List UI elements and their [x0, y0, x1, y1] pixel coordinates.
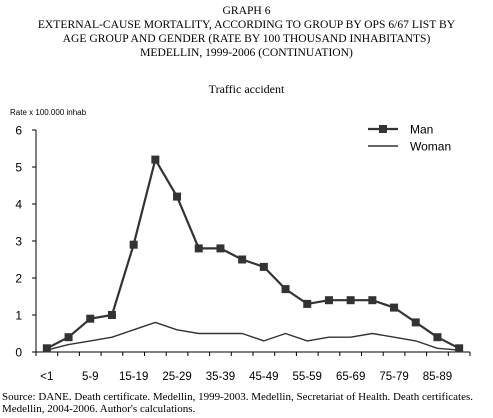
chart-title-line-3: MEDELLIN, 1999-2006 (CONTINUATION) — [140, 46, 353, 59]
x-axis-ticks: <1 5-9 15-19 25-29 35-39 45-49 55-59 65-69 75-79… — [35, 352, 471, 383]
data-point-man — [455, 344, 464, 353]
data-point-man — [129, 240, 138, 249]
x-tick-label: 85-89 — [423, 371, 452, 383]
data-point-man — [64, 333, 73, 342]
legend-marker-man — [379, 125, 387, 133]
data-point-man — [346, 296, 355, 305]
data-point-man — [216, 244, 225, 253]
data-point-man — [433, 333, 442, 342]
x-tick-label: 75-79 — [379, 371, 408, 383]
data-point-man — [151, 155, 160, 164]
y-axis-label: Rate x 100.000 inhab — [10, 108, 87, 117]
data-point-man — [368, 296, 377, 305]
data-point-man — [281, 285, 290, 294]
x-tick-label: 55-59 — [293, 371, 322, 383]
data-point-man — [86, 314, 95, 323]
series-line-woman — [46, 321, 460, 351]
data-point-man — [173, 192, 182, 201]
y-tick-label: 0 — [15, 346, 22, 360]
data-point-man — [324, 296, 333, 305]
data-point-man — [194, 244, 203, 253]
data-point-man — [107, 311, 116, 319]
data-point-man — [238, 255, 247, 264]
y-tick-label: 5 — [15, 161, 22, 175]
data-point-man — [303, 299, 312, 308]
y-tick-label: 1 — [15, 309, 22, 323]
y-tick-label: 4 — [15, 198, 22, 212]
chart-subtitle: Traffic accident — [208, 82, 285, 96]
legend-label-woman: Woman — [410, 140, 451, 154]
series-line-man — [46, 158, 460, 350]
data-point-man — [42, 344, 51, 353]
y-tick-label: 3 — [15, 235, 22, 249]
chart-title-line-2: AGE GROUP AND GENDER (RATE BY 100 THOUSA… — [62, 32, 431, 45]
x-tick-label: 25-29 — [162, 371, 191, 383]
chart-axes — [35, 130, 470, 353]
source-note: Source: DANE. Death certificate. Medelli… — [2, 391, 473, 415]
chart-title-line-1: EXTERNAL-CAUSE MORTALITY, ACCORDING TO G… — [37, 18, 456, 31]
data-point-man — [259, 262, 268, 271]
graph-number: GRAPH 6 — [222, 4, 271, 17]
x-tick-label: 5-9 — [82, 371, 99, 383]
y-axis-ticks: 0 1 2 3 4 5 6 — [15, 124, 36, 360]
x-tick-label: 35-39 — [206, 371, 235, 383]
legend-label-man: Man — [410, 123, 433, 137]
series-layer — [42, 155, 464, 353]
y-tick-label: 2 — [15, 272, 22, 286]
x-tick-label: 65-69 — [336, 371, 365, 383]
y-tick-label: 6 — [15, 124, 22, 138]
data-point-man — [390, 303, 399, 312]
x-tick-label: 45-49 — [249, 371, 278, 383]
x-tick-label: 15-19 — [119, 371, 148, 383]
legend: Man Woman — [368, 123, 451, 154]
chart-header: GRAPH 6 EXTERNAL-CAUSE MORTALITY, ACCORD… — [0, 4, 493, 60]
data-point-man — [411, 318, 420, 327]
x-tick-label: <1 — [40, 371, 53, 383]
